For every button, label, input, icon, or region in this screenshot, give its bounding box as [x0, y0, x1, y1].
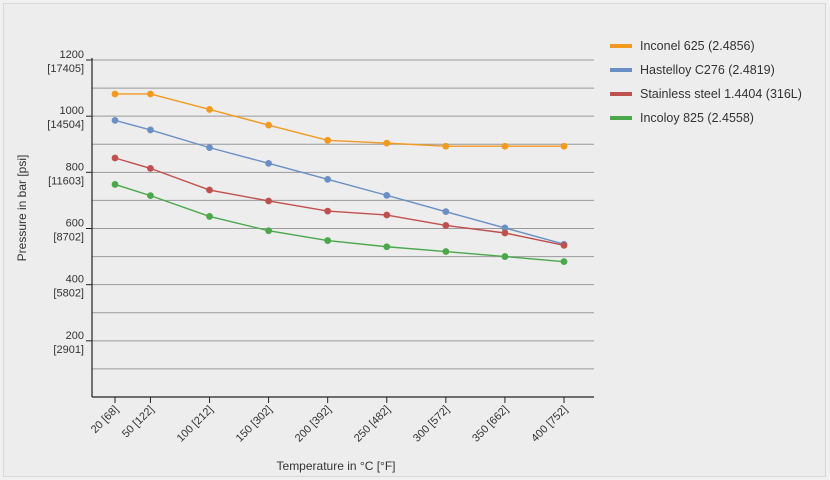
x-tick-label: 200 [392] [293, 404, 334, 445]
y-tick-label-psi: [5802] [53, 288, 84, 300]
legend-label: Stainless steel 1.4404 (316L) [640, 87, 802, 101]
y-tick-label-psi: [17405] [47, 63, 84, 75]
legend: Inconel 625 (2.4856) Hastelloy C276 (2.48… [610, 39, 802, 125]
data-point [501, 224, 509, 232]
series-line [115, 93, 564, 147]
y-tick-label-bar: 1200 [60, 49, 84, 61]
x-tick-label: 350 [662] [470, 404, 511, 445]
data-point [501, 229, 509, 237]
x-tick-label: 20 [68] [89, 404, 121, 436]
x-tick-label: 100 [212] [175, 404, 216, 445]
data-point [324, 175, 332, 183]
data-point [147, 192, 154, 200]
data-point [442, 142, 450, 150]
y-tick-label-psi: [2901] [53, 344, 84, 356]
y-tick-label-bar: 600 [66, 218, 84, 230]
data-point [111, 181, 119, 188]
data-point [324, 136, 332, 144]
data-point [206, 144, 213, 152]
data-point [383, 139, 391, 147]
data-point [111, 116, 119, 124]
data-point [265, 197, 273, 205]
series-line [114, 157, 565, 247]
y-tick-label-bar: 200 [66, 330, 84, 342]
line-chart: 200 [2901] 400 [5802] 600 [8702] 800 [11603] 100… [15, 39, 802, 473]
series-line [114, 119, 565, 245]
x-tick-label: 150 [302] [234, 404, 275, 445]
data-point [147, 126, 154, 134]
y-tick-label-psi: [14504] [47, 119, 84, 131]
legend-label: Incoloy 825 (2.4558) [640, 111, 754, 125]
x-tick-label: 250 [482] [352, 404, 393, 445]
data-point [383, 243, 391, 251]
data-point [206, 213, 213, 220]
data-point [147, 90, 154, 98]
data-point [111, 90, 119, 98]
x-axis-title: Temperature in °C [°F] [277, 459, 396, 473]
data-point [501, 253, 509, 260]
series-lines [111, 90, 568, 266]
legend-label: Inconel 625 (2.4856) [640, 39, 755, 53]
data-point [265, 121, 273, 129]
grid-lines [92, 59, 594, 370]
data-point [206, 106, 213, 113]
data-point [265, 227, 273, 235]
data-point [147, 165, 154, 172]
data-point [324, 237, 332, 244]
y-tick-label-psi: [11603] [48, 175, 84, 187]
y-tick-label-bar: 800 [66, 161, 84, 173]
data-point [442, 222, 450, 229]
data-point [324, 207, 332, 215]
series-line [114, 183, 565, 263]
chart-container: 200 [2901] 400 [5802] 600 [8702] 800 [11603] 100… [3, 3, 826, 477]
y-tick-label-bar: 400 [66, 274, 84, 286]
data-point [383, 211, 391, 219]
data-point [442, 208, 450, 216]
x-tick-label: 50 [122] [120, 404, 157, 441]
y-tick-labels: 200 [2901] 400 [5802] 600 [8702] 800 [11603] 100… [47, 49, 84, 356]
x-tick-label: 300 [572] [411, 404, 452, 445]
data-point [501, 142, 509, 150]
y-tick-label-psi: [8702] [53, 232, 84, 244]
data-point [560, 142, 568, 150]
data-point [206, 186, 213, 194]
y-tick-label-bar: 1000 [60, 105, 84, 117]
x-tick-labels: 20 [68]50 [122] 100 [212] 150 [302] 200 [39… [89, 404, 570, 445]
data-point [265, 159, 273, 167]
data-point [560, 241, 568, 249]
data-point [442, 248, 450, 255]
data-point [383, 191, 391, 199]
data-point [560, 258, 568, 266]
legend-label: Hastelloy C276 (2.4819) [640, 63, 775, 77]
y-axis-title: Pressure in bar [psi] [15, 155, 29, 262]
axes [86, 58, 594, 403]
data-point [111, 154, 119, 162]
x-tick-label: 400 [752] [529, 404, 570, 445]
